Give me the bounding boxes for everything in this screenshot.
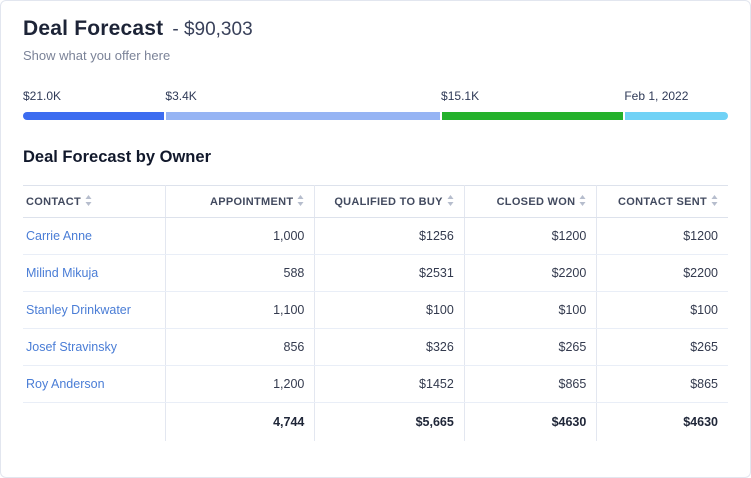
value-cell: 856 <box>165 328 316 366</box>
contact-cell: Carrie Anne <box>23 217 166 255</box>
progress-bar <box>23 112 728 120</box>
forecast-amount: - $90,303 <box>172 19 253 40</box>
sort-icon <box>297 195 304 206</box>
contact-link[interactable]: Roy Anderson <box>26 377 105 391</box>
value-cell: $265 <box>596 328 728 366</box>
value-cell: $1452 <box>314 365 465 403</box>
table-footer-row: 4,744 $5,665 $4630 $4630 <box>23 402 728 441</box>
contact-cell: Stanley Drinkwater <box>23 291 166 329</box>
sort-icon <box>579 195 586 206</box>
value-cell: $326 <box>314 328 465 366</box>
sort-icon <box>447 195 454 206</box>
value-cell: $2200 <box>596 254 728 292</box>
value-cell: 1,000 <box>165 217 316 255</box>
table-row: Stanley Drinkwater 1,100 $100 $100 $100 <box>23 291 728 329</box>
page-title: Deal Forecast <box>23 17 164 40</box>
progress-segment-3 <box>625 112 728 120</box>
table-row: Carrie Anne 1,000 $1256 $1200 $1200 <box>23 217 728 255</box>
contact-cell: Milind Mikuja <box>23 254 166 292</box>
progress-segment-label-0: $21.0K <box>23 89 62 103</box>
value-cell: $2200 <box>464 254 598 292</box>
value-cell: $100 <box>464 291 598 329</box>
column-label: APPOINTMENT <box>210 196 294 208</box>
progress-segment-label-1: $3.4K <box>165 89 197 103</box>
column-header-appointment[interactable]: APPOINTMENT <box>165 185 316 218</box>
column-header-contact-sent[interactable]: CONTACT SENT <box>596 185 728 218</box>
contact-link[interactable]: Stanley Drinkwater <box>26 303 131 317</box>
table-header-row: CONTACT APPOINTMENT QUALIFIED TO BUY CLOSED… <box>23 185 728 218</box>
table-row: Milind Mikuja 588 $2531 $2200 $2200 <box>23 254 728 292</box>
progress-segment-1 <box>166 112 440 120</box>
contact-cell: Roy Anderson <box>23 365 166 403</box>
value-cell: 1,200 <box>165 365 316 403</box>
subtitle: Show what you offer here <box>23 48 171 63</box>
totals-cell: $4630 <box>683 415 718 429</box>
contact-link[interactable]: Carrie Anne <box>26 229 93 243</box>
value-cell: $865 <box>464 365 598 403</box>
header: Deal Forecast - $90,303 <box>23 17 728 41</box>
totals-empty-cell <box>23 402 166 441</box>
value-cell: $100 <box>314 291 465 329</box>
value-cell: $2531 <box>314 254 465 292</box>
sort-icon <box>85 195 92 206</box>
table-row: Roy Anderson 1,200 $1452 $865 $865 <box>23 365 728 403</box>
column-label: CLOSED WON <box>496 196 576 208</box>
contact-link[interactable]: Milind Mikuja <box>26 266 99 280</box>
column-header-qualified-to-buy[interactable]: QUALIFIED TO BUY <box>314 185 465 218</box>
progress-segment-label-2: $15.1K <box>441 89 480 103</box>
section-title: Deal Forecast by Owner <box>23 148 211 166</box>
column-header-contact[interactable]: CONTACT <box>23 185 166 218</box>
totals-cell: $5,665 <box>314 402 465 441</box>
value-cell: $865 <box>596 365 728 403</box>
table-row: Josef Stravinsky 856 $326 $265 $265 <box>23 328 728 366</box>
contact-link[interactable]: Josef Stravinsky <box>26 340 118 354</box>
column-label: CONTACT SENT <box>618 196 707 208</box>
value-cell: $1256 <box>314 217 465 255</box>
progress-segment-2 <box>441 112 624 120</box>
column-label: CONTACT <box>26 196 82 208</box>
value-cell: $100 <box>596 291 728 329</box>
sort-icon <box>711 195 718 206</box>
value-cell: 588 <box>165 254 316 292</box>
column-label: QUALIFIED TO BUY <box>334 196 443 208</box>
totals-cell: 4,744 <box>165 402 316 441</box>
progress-segment-0 <box>23 112 165 120</box>
value-cell: $1200 <box>596 217 728 255</box>
value-cell: $265 <box>464 328 598 366</box>
column-header-closed-won[interactable]: CLOSED WON <box>464 185 598 218</box>
contact-cell: Josef Stravinsky <box>23 328 166 366</box>
value-cell: 1,100 <box>165 291 316 329</box>
totals-cell: $4630 <box>464 402 598 441</box>
value-cell: $1200 <box>464 217 598 255</box>
table-body: Carrie Anne 1,000 $1256 $1200 $1200 Milind Mi… <box>23 217 728 403</box>
progress-segment-label-3: Feb 1, 2022 <box>624 89 689 103</box>
forecast-table: CONTACT APPOINTMENT QUALIFIED TO BUY CLOSED… <box>23 185 728 441</box>
progress-labels: $21.0K $3.4K $15.1K Feb 1, 2022 <box>23 89 728 103</box>
